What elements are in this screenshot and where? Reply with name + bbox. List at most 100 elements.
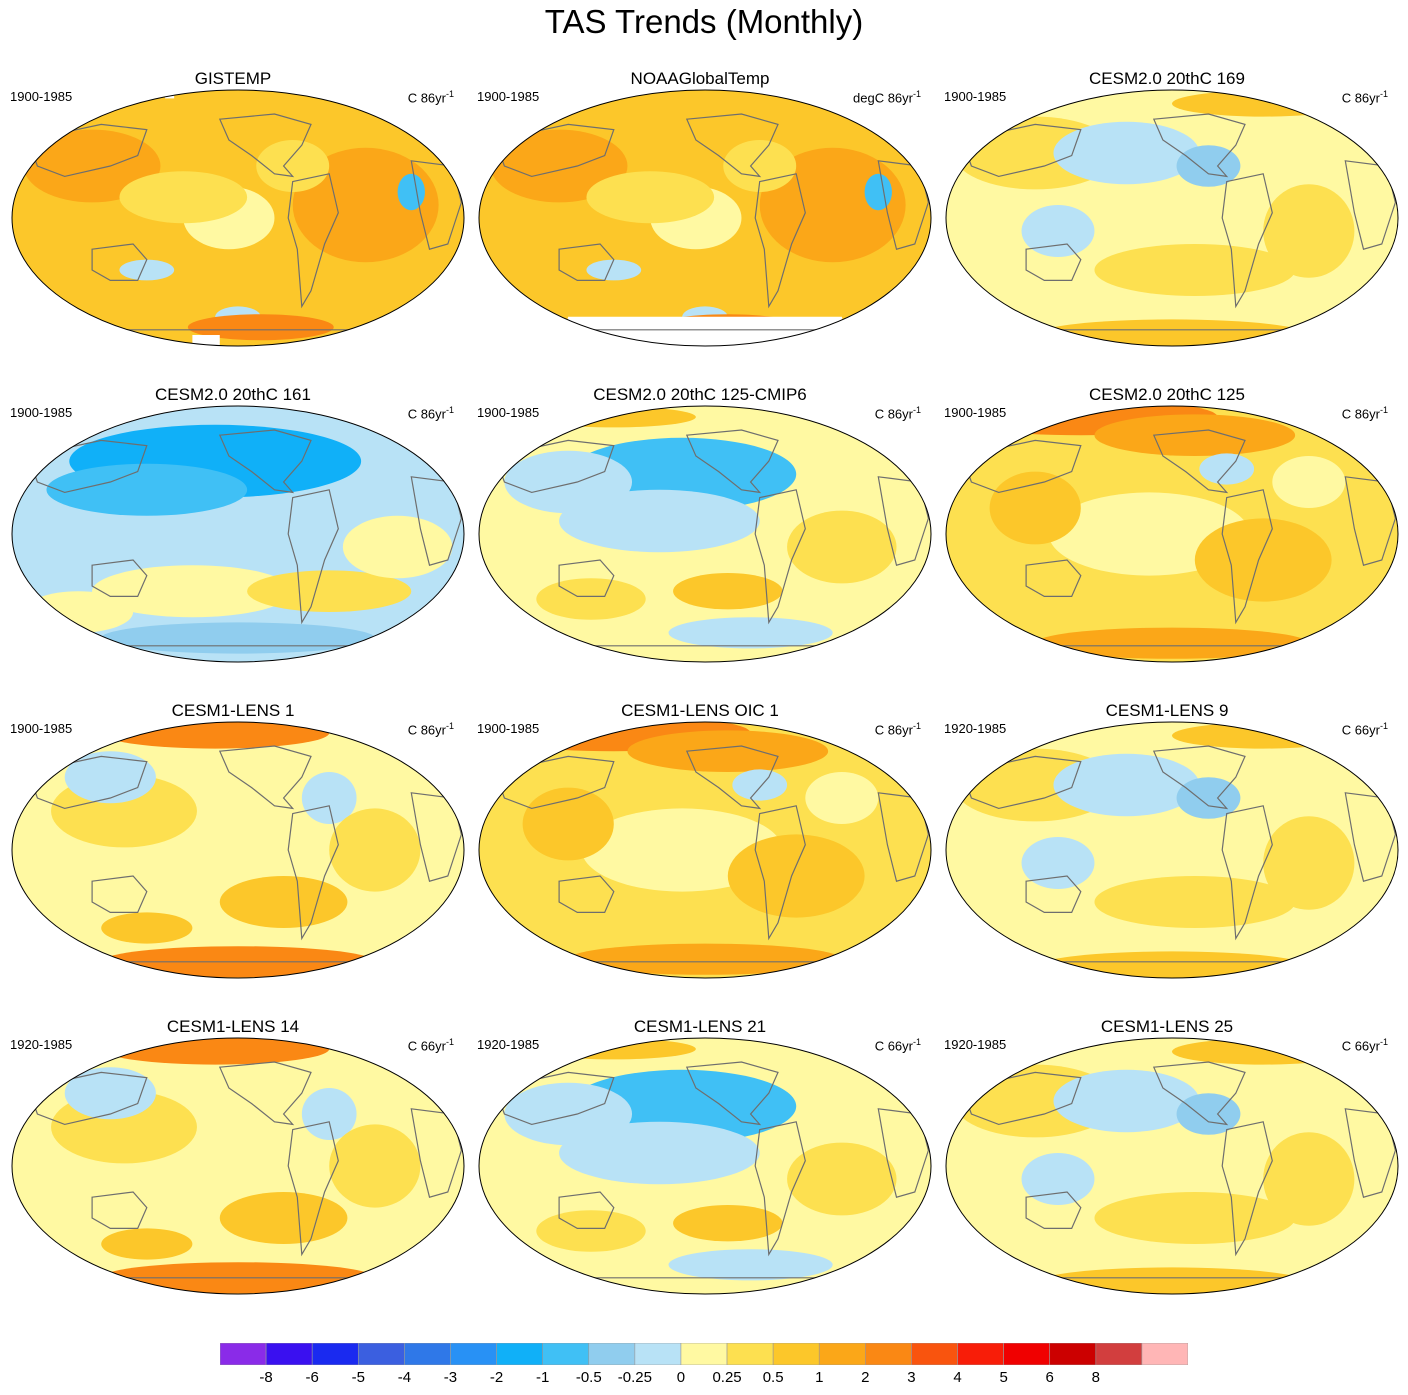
trend-contour-region [727,834,865,918]
colorbar-tick-label: -2 [489,1369,504,1386]
map-svg [945,1037,1399,1295]
coastline [685,429,779,494]
units-text: C 66yr [407,1038,446,1054]
trend-contour-region [23,129,161,203]
map-outline [945,405,1399,663]
panel-units: C 66yr-1 [1342,1034,1388,1054]
panel-period: 1920-1985 [944,721,1007,736]
panel-units: C 86yr-1 [1342,402,1388,422]
trend-contour-region [1053,753,1200,817]
units-text: C 66yr [1341,1038,1380,1054]
coastline [218,429,312,494]
trend-contour-region [805,772,879,824]
colorbar-bin [911,1343,958,1365]
map-panel: CESM1-LENS OIC 1 1900-1985 C 86yr-1 [467,700,933,1000]
trend-contour-region [1263,1132,1355,1226]
trend-contour-region [219,876,348,928]
units-exponent: -1 [912,721,921,731]
colorbar-tick-label: 6 [1045,1369,1054,1386]
coastline [1152,113,1246,178]
trend-contour-region [1021,1153,1095,1205]
units-text: C 66yr [874,1038,913,1054]
map-panel: NOAAGlobalTemp 1900-1985 degC 86yr-1 [467,68,933,368]
colorbar-bin [220,1343,267,1365]
trend-contour-region [787,510,897,584]
panel-period: 1920-1985 [477,1037,540,1052]
units-exponent: -1 [912,89,921,99]
map-outline [478,405,932,663]
map-panel: CESM2.0 20thC 125 1900-1985 C 86yr-1 [934,384,1400,684]
coastline [558,243,615,281]
trend-contour-region [46,463,248,516]
colorbar-bin [588,1343,636,1365]
trend-contour-region [64,1067,156,1120]
coastline [27,439,148,494]
trend-contour-region [1021,837,1095,889]
coastline [558,875,615,913]
units-text: C 86yr [407,90,446,106]
trend-contour-region [586,259,642,281]
colorbar-bin [680,1343,728,1365]
colorbar-tick-label: 5 [999,1369,1008,1386]
map-svg [478,89,932,347]
coastline [961,439,1082,494]
map-outline [945,721,1399,979]
panel-units: C 86yr-1 [1342,86,1388,106]
map-panel: CESM1-LENS 21 1920-1985 C 66yr-1 [467,1016,933,1316]
trend-contour-region [787,1142,897,1216]
panel-title: CESM1-LENS 25 [1100,1017,1234,1036]
units-text: C 86yr [407,722,446,738]
colorbar-tick-label: -6 [305,1369,319,1386]
colorbar-bin [542,1343,590,1365]
colorbar-bin [772,1343,820,1365]
coastline [685,1061,779,1126]
coastline [27,1071,148,1126]
coastline [91,875,148,913]
trend-contour-region [504,450,633,514]
trend-contour-region [119,171,248,224]
map-outline [478,89,932,347]
coastline [287,1121,339,1257]
units-text: C 86yr [874,722,913,738]
coastline [218,1061,312,1126]
map-outline [11,89,465,347]
panel-period: 1900-1985 [477,405,540,420]
coastline [91,243,148,281]
colorbar-bin [311,1343,359,1365]
colorbar-bin [265,1343,313,1365]
colorbar-tick-label: -8 [259,1369,273,1386]
map-svg [11,89,465,347]
colorbar-tick-label: 8 [1091,1369,1100,1386]
coastline [287,489,339,625]
panel-period: 1900-1985 [10,405,73,420]
colorbar-tick-label: -1 [535,1369,550,1386]
coastline [218,113,312,178]
units-text: C 86yr [874,406,913,422]
colorbar-bin [496,1343,543,1365]
trend-contour-region [1094,414,1296,456]
coastline [754,489,806,625]
coastline [494,755,615,810]
panel-title: CESM1-LENS 14 [166,1017,300,1036]
colorbar-tick-label: 4 [953,1369,962,1386]
trend-contour-region [1094,876,1296,928]
trend-contour-region [1053,1069,1200,1133]
colorbar [220,1343,1188,1365]
trend-contour-region [219,1192,348,1244]
trend-contour-region [1094,1192,1296,1244]
coastline [685,745,779,810]
map-outline [11,721,465,979]
trend-contour-region [1194,518,1332,602]
panel-period: 1900-1985 [944,89,1007,104]
units-exponent: -1 [445,721,454,731]
trend-contour-region [989,471,1081,545]
trend-contour-region [668,617,833,649]
units-exponent: -1 [912,1037,921,1047]
coastline [494,1071,615,1126]
coastline [1025,243,1082,281]
map-outline [945,1037,1399,1295]
coastline [27,755,148,810]
colorbar-tick-label: -0.5 [575,1369,602,1386]
panel-period: 1920-1985 [944,1037,1007,1052]
map-panel: GISTEMP 1900-1985 C 86yr-1 [0,68,466,368]
